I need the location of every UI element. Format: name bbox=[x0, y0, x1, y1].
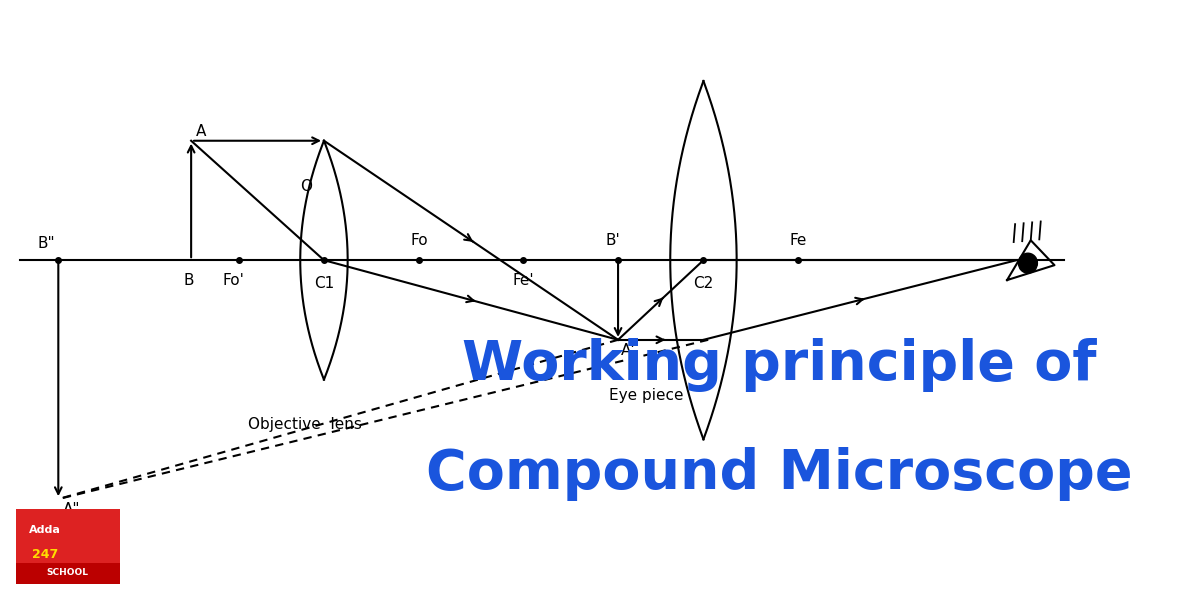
Text: SCHOOL: SCHOOL bbox=[47, 568, 89, 577]
Text: B': B' bbox=[606, 233, 620, 248]
Text: C1: C1 bbox=[314, 276, 334, 291]
Text: Eye piece: Eye piece bbox=[610, 388, 684, 403]
Text: B": B" bbox=[38, 236, 55, 251]
Text: Fo': Fo' bbox=[223, 273, 245, 288]
Text: Objective  lens: Objective lens bbox=[248, 418, 362, 433]
Text: A': A' bbox=[620, 343, 636, 358]
Text: O: O bbox=[300, 179, 312, 194]
Text: Compound Microscope: Compound Microscope bbox=[426, 447, 1133, 501]
FancyBboxPatch shape bbox=[16, 563, 120, 584]
Text: Adda: Adda bbox=[29, 525, 61, 535]
Text: A: A bbox=[196, 124, 206, 139]
Circle shape bbox=[1019, 253, 1037, 273]
Text: Fe: Fe bbox=[790, 233, 808, 248]
Text: A": A" bbox=[64, 502, 80, 517]
Text: C2: C2 bbox=[694, 276, 714, 291]
Text: Fo: Fo bbox=[410, 233, 427, 248]
FancyBboxPatch shape bbox=[16, 509, 120, 584]
Text: Fe': Fe' bbox=[512, 273, 534, 288]
Text: Working principle of: Working principle of bbox=[462, 338, 1097, 392]
Text: B: B bbox=[184, 273, 193, 288]
Text: 247: 247 bbox=[31, 548, 58, 560]
